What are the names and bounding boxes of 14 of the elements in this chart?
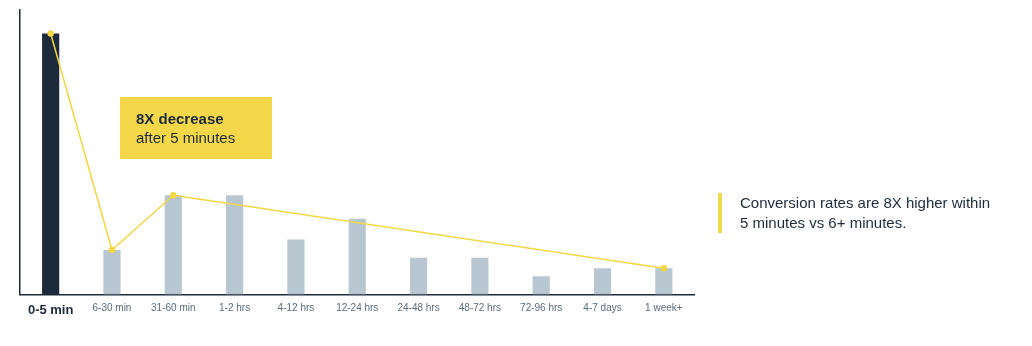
x-tick-label: 4-7 days xyxy=(583,302,622,314)
x-tick-label: 0-5 min xyxy=(27,301,74,317)
x-tick-label: 72-96 hrs xyxy=(520,302,563,314)
text: Conversion rates are 8X higher within 5 minutes vs 6+ minutes. xyxy=(718,193,1002,233)
x-tick-label: 6-30 min xyxy=(92,302,132,314)
x-tick-label: 48-72 hrs xyxy=(458,302,502,314)
x-tick-label: 31-60 min xyxy=(151,302,196,314)
x-tick-label: 1-2 hrs xyxy=(219,302,251,314)
annotation: 8X decrease after 5 minutes xyxy=(136,109,237,147)
x-tick-label: 1 week+ xyxy=(645,302,683,314)
callout-box: 8X decrease after 5 minutes xyxy=(120,97,272,159)
x-tick-label: 12-24 hrs xyxy=(336,302,379,314)
x-tick-label: 4-12 hrs xyxy=(277,302,315,314)
x-tick-label: 24-48 hrs xyxy=(397,302,440,314)
